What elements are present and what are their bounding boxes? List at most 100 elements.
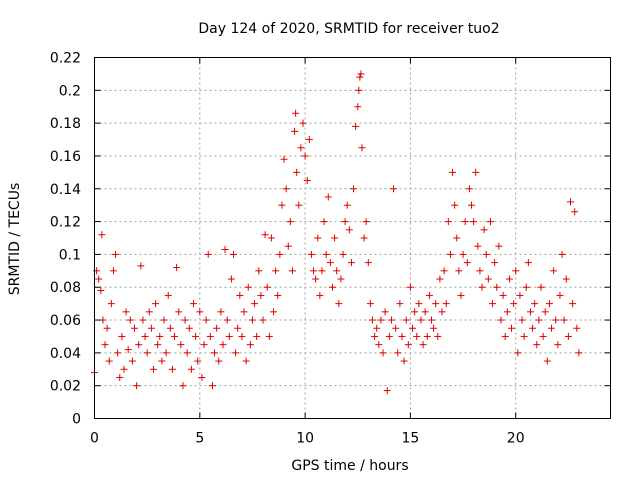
data-point [318,267,326,275]
data-point [223,316,231,324]
data-point [366,300,374,308]
data-point [183,349,191,357]
data-point [333,267,341,275]
data-point [383,387,391,395]
data-point [419,341,427,349]
data-point [526,308,534,316]
data-point [156,332,164,340]
data-point [164,291,172,299]
y-tick-label: 0.16 [50,149,81,165]
data-point [390,185,398,193]
data-point [543,357,551,365]
data-point [173,264,181,272]
data-point [486,218,494,226]
data-point [179,382,187,390]
data-point [541,308,549,316]
data-point [246,341,254,349]
data-point [158,357,166,365]
data-point [95,275,103,283]
data-point [261,231,269,239]
data-point [341,218,349,226]
data-point [295,201,303,209]
data-point [301,152,309,160]
data-point [529,324,537,332]
data-point [257,291,265,299]
data-point [219,341,227,349]
data-point [402,316,410,324]
data-point [352,122,360,130]
data-point [324,193,332,201]
data-point [202,316,210,324]
data-point [232,349,240,357]
data-point [213,324,221,332]
data-point [339,250,347,258]
data-point [501,332,509,340]
data-point [482,250,490,258]
data-point [320,218,328,226]
data-point [272,267,280,275]
data-point [470,218,478,226]
data-point [558,250,566,258]
data-point [406,283,414,291]
data-point [413,332,421,340]
data-point [497,316,505,324]
data-point [206,332,214,340]
data-point [149,365,157,373]
data-point [98,231,106,239]
data-point [535,316,543,324]
data-point [548,324,556,332]
data-point [571,208,579,216]
data-point [133,382,141,390]
data-point [510,300,518,308]
data-point [379,349,387,357]
data-point [297,144,305,152]
data-point [478,283,486,291]
data-point [465,185,473,193]
data-point [404,341,412,349]
data-point [143,349,151,357]
data-point [459,250,467,258]
data-point [293,168,301,176]
data-point [499,291,507,299]
data-point [444,218,452,226]
y-tick-label: 0.1 [59,247,81,263]
data-point [343,201,351,209]
data-point [434,332,442,340]
data-point [508,324,516,332]
data-point [312,275,320,283]
data-point [409,324,417,332]
data-point [135,341,143,349]
data-point [381,308,389,316]
data-point [267,234,275,242]
data-point [364,259,372,267]
data-point [177,341,185,349]
data-point [345,226,353,234]
data-point [185,324,193,332]
data-point [520,332,528,340]
data-point [347,259,355,267]
data-point [385,332,393,340]
data-point [461,218,469,226]
y-tick-label: 0.14 [50,182,81,198]
data-point [168,365,176,373]
data-point [356,73,364,81]
data-point [105,357,113,365]
data-point [126,316,134,324]
data-point [326,259,334,267]
data-point [545,300,553,308]
data-point [569,300,577,308]
data-point [192,332,200,340]
data-point [491,259,499,267]
data-point [562,275,570,283]
data-point [411,308,419,316]
data-point [531,300,539,308]
data-point [145,308,153,316]
data-point [208,382,216,390]
data-point [217,308,225,316]
data-point [358,144,366,152]
y-tick-label: 0.06 [50,313,81,329]
data-point [137,262,145,270]
data-point [274,291,282,299]
data-point [204,250,212,258]
data-point [357,70,365,78]
